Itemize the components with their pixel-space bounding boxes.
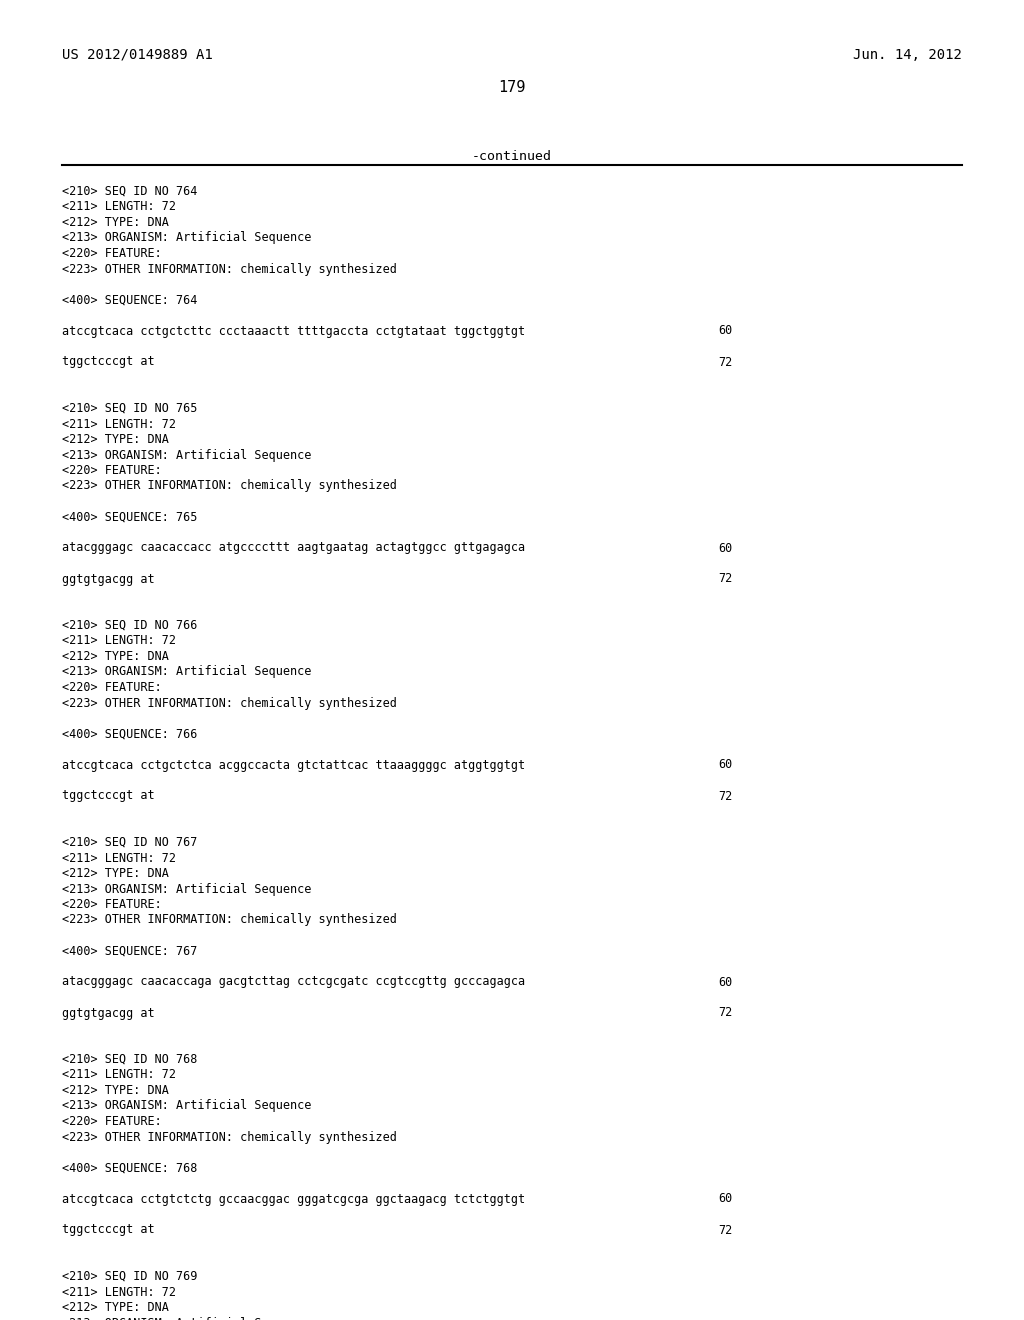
- Text: 60: 60: [718, 325, 732, 338]
- Text: Jun. 14, 2012: Jun. 14, 2012: [853, 48, 962, 62]
- Text: 72: 72: [718, 355, 732, 368]
- Text: <220> FEATURE:: <220> FEATURE:: [62, 1115, 162, 1129]
- Text: <213> ORGANISM: Artificial Sequence: <213> ORGANISM: Artificial Sequence: [62, 1316, 311, 1320]
- Text: 60: 60: [718, 759, 732, 771]
- Text: <210> SEQ ID NO 767: <210> SEQ ID NO 767: [62, 836, 198, 849]
- Text: <213> ORGANISM: Artificial Sequence: <213> ORGANISM: Artificial Sequence: [62, 1100, 311, 1113]
- Text: <212> TYPE: DNA: <212> TYPE: DNA: [62, 1084, 169, 1097]
- Text: tggctcccgt at: tggctcccgt at: [62, 355, 155, 368]
- Text: <211> LENGTH: 72: <211> LENGTH: 72: [62, 1286, 176, 1299]
- Text: <213> ORGANISM: Artificial Sequence: <213> ORGANISM: Artificial Sequence: [62, 665, 311, 678]
- Text: <400> SEQUENCE: 767: <400> SEQUENCE: 767: [62, 945, 198, 957]
- Text: <212> TYPE: DNA: <212> TYPE: DNA: [62, 216, 169, 228]
- Text: 72: 72: [718, 1006, 732, 1019]
- Text: 60: 60: [718, 975, 732, 989]
- Text: <400> SEQUENCE: 768: <400> SEQUENCE: 768: [62, 1162, 198, 1175]
- Text: atacgggagc caacaccacc atgccccttt aagtgaatag actagtggcc gttgagagca: atacgggagc caacaccacc atgccccttt aagtgaa…: [62, 541, 525, 554]
- Text: 72: 72: [718, 789, 732, 803]
- Text: <211> LENGTH: 72: <211> LENGTH: 72: [62, 417, 176, 430]
- Text: -continued: -continued: [472, 150, 552, 162]
- Text: atccgtcaca cctgtctctg gccaacggac gggatcgcga ggctaagacg tctctggtgt: atccgtcaca cctgtctctg gccaacggac gggatcg…: [62, 1192, 525, 1205]
- Text: <220> FEATURE:: <220> FEATURE:: [62, 898, 162, 911]
- Text: <213> ORGANISM: Artificial Sequence: <213> ORGANISM: Artificial Sequence: [62, 883, 311, 895]
- Text: atacgggagc caacaccaga gacgtcttag cctcgcgatc ccgtccgttg gcccagagca: atacgggagc caacaccaga gacgtcttag cctcgcg…: [62, 975, 525, 989]
- Text: 60: 60: [718, 541, 732, 554]
- Text: <400> SEQUENCE: 764: <400> SEQUENCE: 764: [62, 293, 198, 306]
- Text: US 2012/0149889 A1: US 2012/0149889 A1: [62, 48, 213, 62]
- Text: <400> SEQUENCE: 766: <400> SEQUENCE: 766: [62, 727, 198, 741]
- Text: <220> FEATURE:: <220> FEATURE:: [62, 681, 162, 694]
- Text: <210> SEQ ID NO 766: <210> SEQ ID NO 766: [62, 619, 198, 632]
- Text: <210> SEQ ID NO 765: <210> SEQ ID NO 765: [62, 403, 198, 414]
- Text: <220> FEATURE:: <220> FEATURE:: [62, 247, 162, 260]
- Text: 60: 60: [718, 1192, 732, 1205]
- Text: <400> SEQUENCE: 765: <400> SEQUENCE: 765: [62, 511, 198, 524]
- Text: <223> OTHER INFORMATION: chemically synthesized: <223> OTHER INFORMATION: chemically synt…: [62, 913, 397, 927]
- Text: <213> ORGANISM: Artificial Sequence: <213> ORGANISM: Artificial Sequence: [62, 449, 311, 462]
- Text: tggctcccgt at: tggctcccgt at: [62, 1224, 155, 1237]
- Text: <211> LENGTH: 72: <211> LENGTH: 72: [62, 1068, 176, 1081]
- Text: <223> OTHER INFORMATION: chemically synthesized: <223> OTHER INFORMATION: chemically synt…: [62, 479, 397, 492]
- Text: ggtgtgacgg at: ggtgtgacgg at: [62, 1006, 155, 1019]
- Text: 72: 72: [718, 573, 732, 586]
- Text: <223> OTHER INFORMATION: chemically synthesized: <223> OTHER INFORMATION: chemically synt…: [62, 697, 397, 710]
- Text: atccgtcaca cctgctcttc ccctaaactt ttttgaccta cctgtataat tggctggtgt: atccgtcaca cctgctcttc ccctaaactt ttttgac…: [62, 325, 525, 338]
- Text: <223> OTHER INFORMATION: chemically synthesized: <223> OTHER INFORMATION: chemically synt…: [62, 263, 397, 276]
- Text: <220> FEATURE:: <220> FEATURE:: [62, 465, 162, 477]
- Text: <212> TYPE: DNA: <212> TYPE: DNA: [62, 1302, 169, 1313]
- Text: 179: 179: [499, 81, 525, 95]
- Text: <211> LENGTH: 72: <211> LENGTH: 72: [62, 851, 176, 865]
- Text: <212> TYPE: DNA: <212> TYPE: DNA: [62, 867, 169, 880]
- Text: <211> LENGTH: 72: <211> LENGTH: 72: [62, 635, 176, 648]
- Text: <223> OTHER INFORMATION: chemically synthesized: <223> OTHER INFORMATION: chemically synt…: [62, 1130, 397, 1143]
- Text: <212> TYPE: DNA: <212> TYPE: DNA: [62, 433, 169, 446]
- Text: <213> ORGANISM: Artificial Sequence: <213> ORGANISM: Artificial Sequence: [62, 231, 311, 244]
- Text: tggctcccgt at: tggctcccgt at: [62, 789, 155, 803]
- Text: ggtgtgacgg at: ggtgtgacgg at: [62, 573, 155, 586]
- Text: <210> SEQ ID NO 764: <210> SEQ ID NO 764: [62, 185, 198, 198]
- Text: <212> TYPE: DNA: <212> TYPE: DNA: [62, 649, 169, 663]
- Text: <210> SEQ ID NO 768: <210> SEQ ID NO 768: [62, 1053, 198, 1067]
- Text: atccgtcaca cctgctctca acggccacta gtctattcac ttaaaggggc atggtggtgt: atccgtcaca cctgctctca acggccacta gtctatt…: [62, 759, 525, 771]
- Text: 72: 72: [718, 1224, 732, 1237]
- Text: <210> SEQ ID NO 769: <210> SEQ ID NO 769: [62, 1270, 198, 1283]
- Text: <211> LENGTH: 72: <211> LENGTH: 72: [62, 201, 176, 214]
